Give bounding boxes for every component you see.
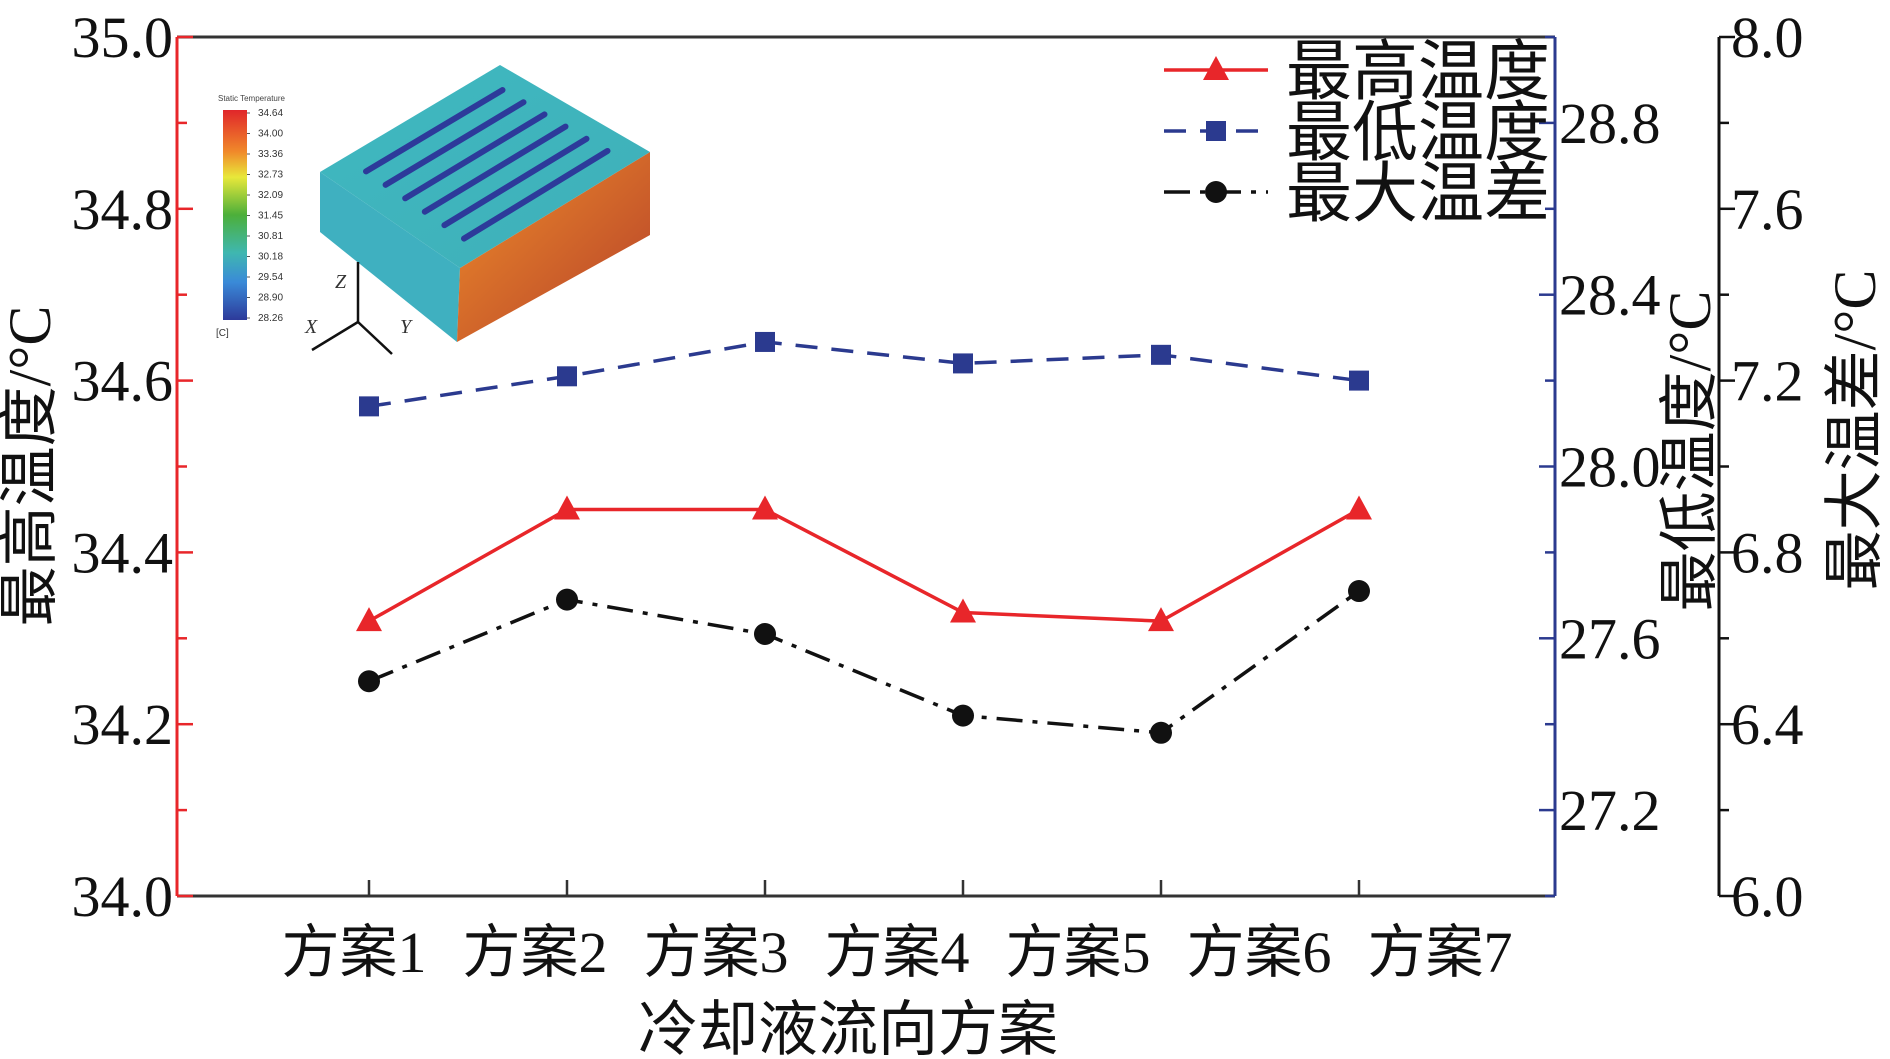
left-tick-label: 34.4: [72, 520, 174, 585]
colorbar-label: 29.54: [258, 272, 283, 283]
left-tick-label: 34.0: [72, 864, 174, 929]
left-tick-label: 34.8: [72, 177, 174, 242]
middle-tick-label: 28.0: [1559, 435, 1661, 500]
right-tick-label: 8.0: [1731, 5, 1804, 70]
left-axis-title: 最高温度/°C: [0, 306, 63, 627]
channel-stripe: [402, 111, 548, 202]
x-tick-label: 方案5: [1005, 920, 1150, 985]
channel-stripe: [363, 87, 506, 175]
triad-y-label: Y: [400, 316, 413, 338]
data-point: [1151, 344, 1171, 365]
model-left-face: [320, 172, 460, 342]
series-line: [368, 589, 1361, 735]
x-tick-label: 方案7: [1367, 920, 1512, 985]
data-point: [556, 588, 578, 611]
colorbar-label: 28.90: [258, 293, 283, 304]
middle-tick-label: 27.2: [1559, 778, 1661, 843]
triad-x-label: X: [304, 316, 318, 338]
data-point: [1148, 607, 1174, 632]
right-tick-label: 6.8: [1731, 520, 1804, 585]
x-tick-label: 方案1: [281, 920, 426, 985]
middle-tick-label: 27.6: [1559, 606, 1661, 671]
data-point: [752, 495, 778, 520]
data-point: [1348, 580, 1370, 603]
data-point: [953, 353, 973, 374]
data-point: [755, 331, 775, 352]
right-tick-label: 6.4: [1731, 692, 1804, 757]
colorbar-unit: [C]: [216, 328, 229, 339]
left-tick-label: 34.6: [72, 349, 174, 414]
colorbar: [223, 110, 247, 320]
legend-label: 最高温度: [1286, 36, 1550, 109]
data-point: [1349, 370, 1369, 391]
inset-temperature-contour: Static Temperature 34.64 34.00 33.36 32.73 3…: [216, 65, 650, 355]
data-point: [1150, 721, 1172, 744]
right-tick-label: 7.6: [1731, 177, 1804, 242]
colorbar-label: 34.64: [258, 108, 283, 119]
left-tick-label: 34.2: [72, 692, 174, 757]
model-top-face: [320, 65, 650, 268]
left-tick-label: 35.0: [72, 5, 174, 70]
data-point: [356, 607, 382, 632]
middle-axis-title: 最低温度/°C: [1657, 291, 1723, 612]
colorbar-label: 34.00: [258, 129, 283, 140]
colorbar-label: 33.36: [258, 149, 283, 160]
colorbar-label: 30.18: [258, 252, 283, 263]
data-point: [359, 396, 379, 417]
legend-label: 最低温度: [1286, 97, 1550, 170]
series-1: [356, 495, 1372, 632]
colorbar-title: Static Temperature: [218, 94, 286, 103]
colorbar-label: 31.45: [258, 211, 283, 222]
series-line: [368, 340, 1360, 409]
model-channels: [363, 87, 611, 242]
data-point: [358, 670, 380, 693]
channel-stripe: [421, 123, 569, 215]
series-line: [368, 507, 1360, 623]
legend-marker: [1206, 121, 1226, 141]
data-point: [952, 704, 974, 727]
right-tick-label: 7.2: [1731, 349, 1804, 414]
colorbar-label: 28.26: [258, 313, 283, 324]
series-3: [358, 580, 1370, 744]
middle-tick-label: 28.4: [1559, 263, 1661, 328]
data-point: [554, 495, 580, 520]
legend-marker: [1203, 56, 1229, 80]
right-axis-title: 最大温差/°C: [1822, 270, 1888, 591]
triad-z-label: Z: [335, 271, 347, 293]
model-right-face: [457, 152, 650, 342]
x-tick-label: 方案4: [824, 920, 969, 985]
legend-label: 最大温差: [1286, 158, 1550, 231]
coordinate-triad: [311, 262, 393, 355]
series-2: [359, 331, 1369, 417]
right-tick-label: 6.0: [1731, 864, 1804, 929]
colorbar-label: 32.73: [258, 170, 283, 181]
x-tick-label: 方案2: [462, 920, 607, 985]
legend-marker: [1205, 181, 1227, 203]
data-point: [950, 598, 976, 623]
colorbar-label: 30.81: [258, 231, 283, 242]
channel-stripe: [382, 99, 527, 188]
data-point: [557, 366, 577, 387]
x-tick-label: 方案6: [1186, 920, 1331, 985]
channel-stripe: [441, 135, 590, 229]
data-point: [1346, 495, 1372, 520]
channel-stripe: [461, 147, 611, 242]
colorbar-label: 32.09: [258, 190, 283, 201]
data-point: [754, 623, 776, 646]
middle-tick-label: 28.8: [1559, 91, 1661, 156]
x-axis-title: 冷却液流向方案: [638, 997, 1058, 1059]
x-tick-label: 方案3: [643, 920, 788, 985]
